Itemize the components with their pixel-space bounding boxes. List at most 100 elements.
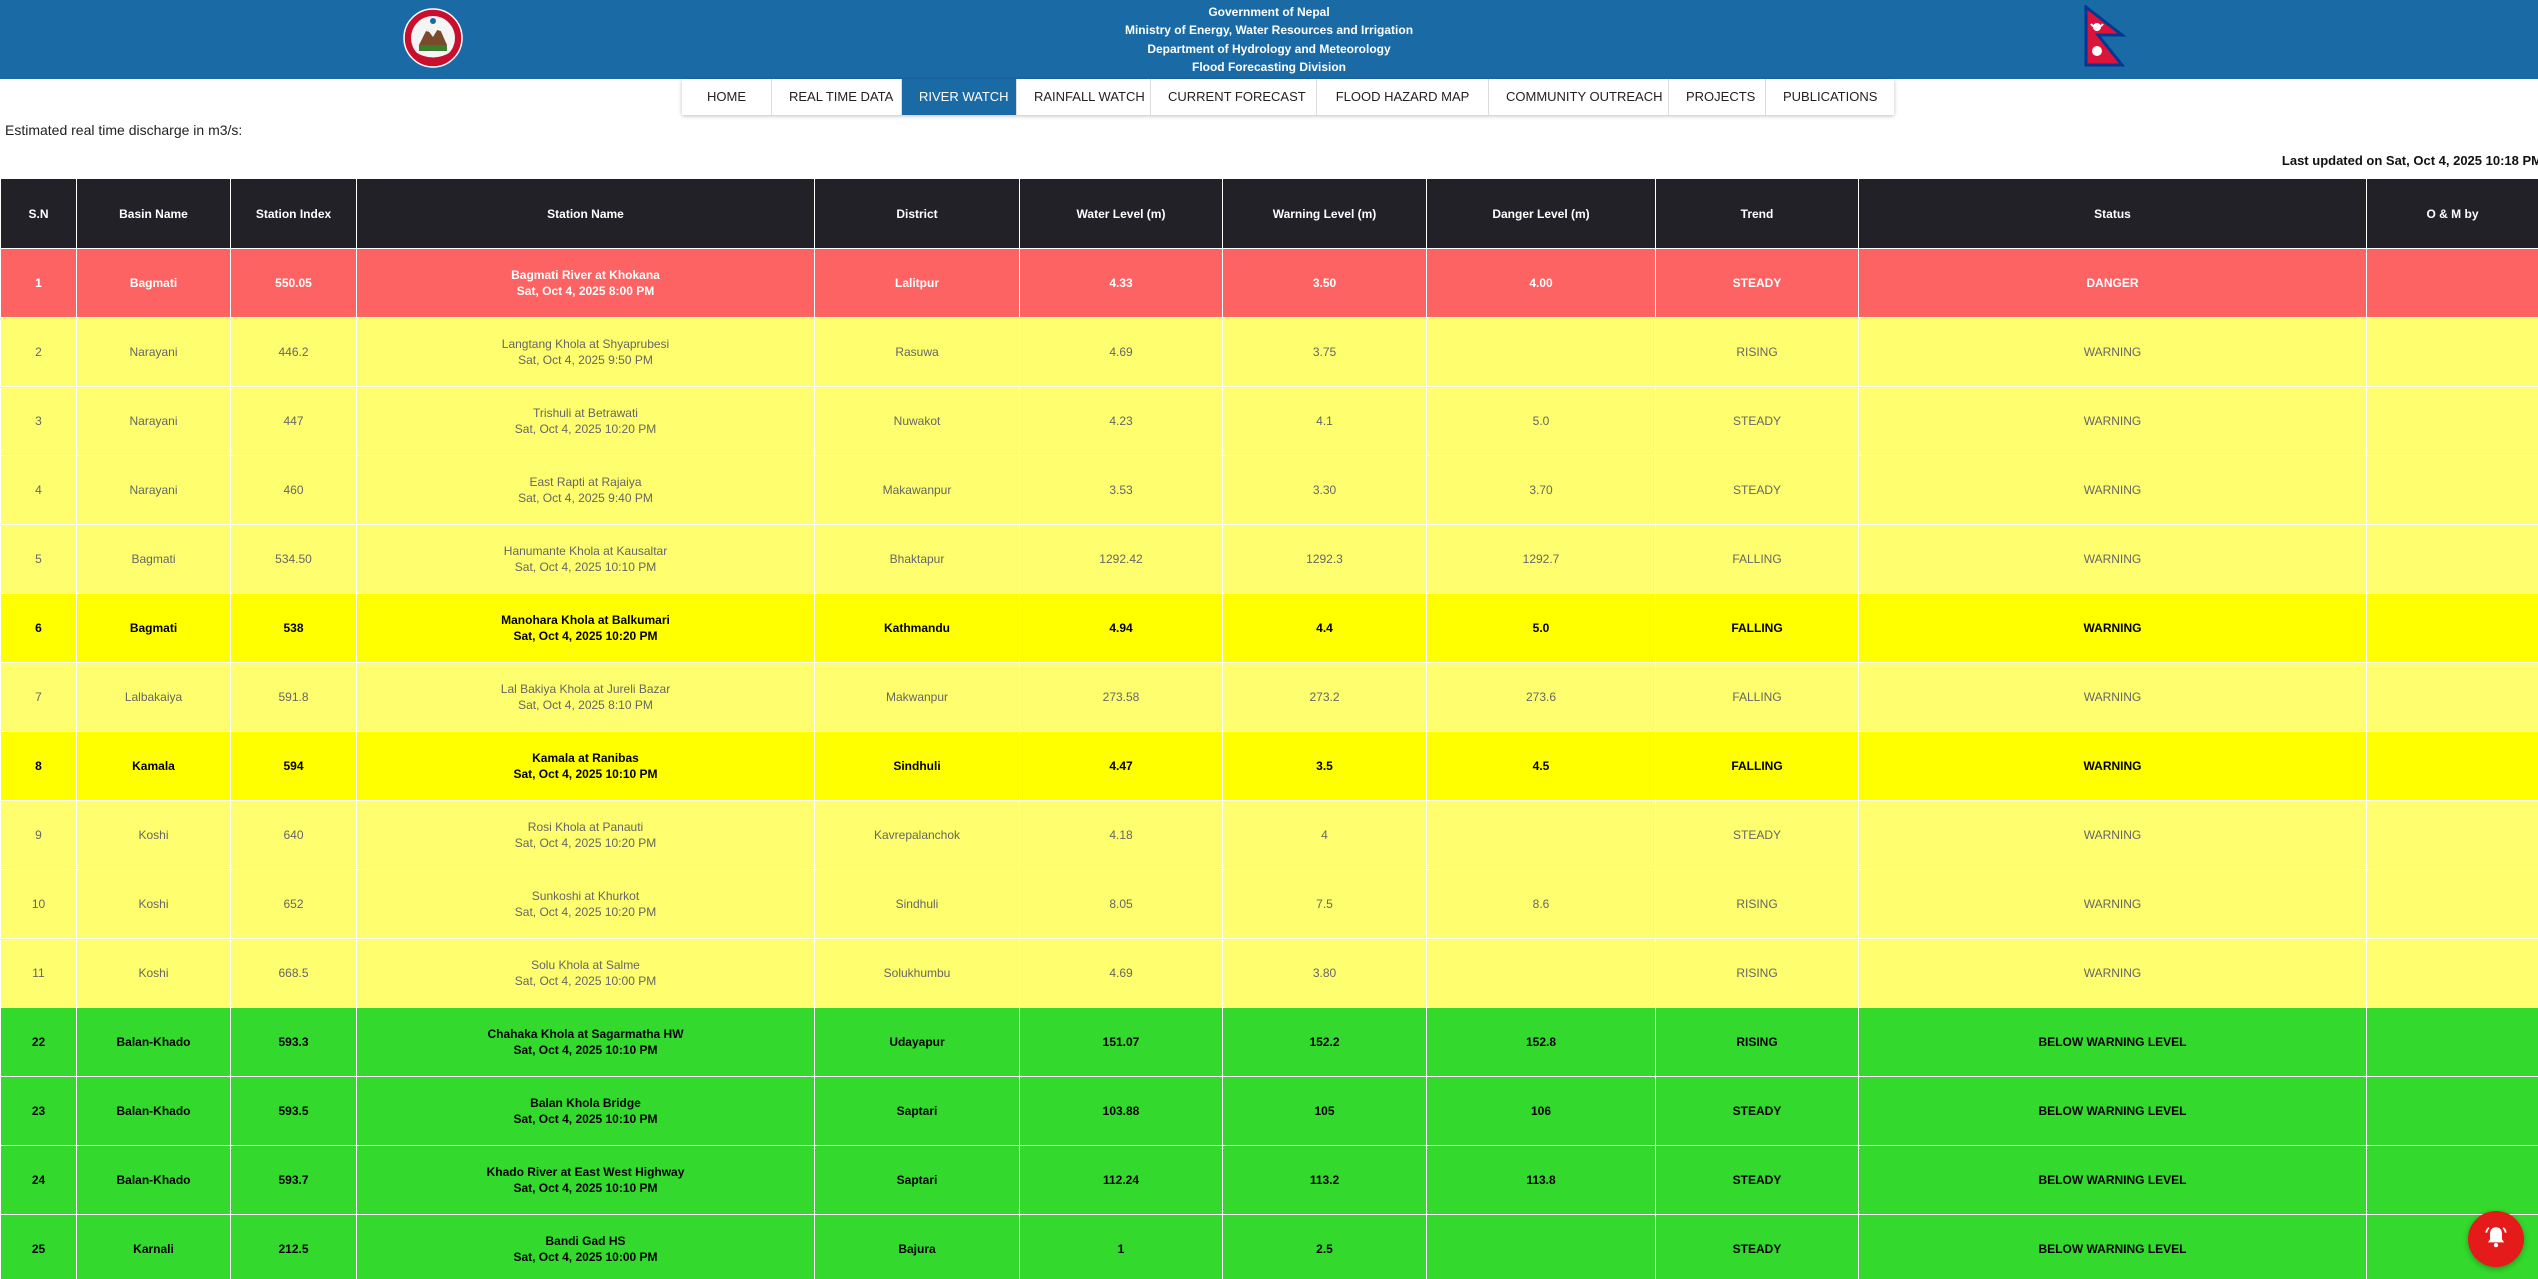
cell-district: Sindhuli bbox=[814, 869, 1020, 939]
station-name-text: Balan Khola Bridge bbox=[530, 1096, 641, 1110]
header-line-division: Flood Forecasting Division bbox=[1191, 60, 1346, 75]
cell-station-index: 212.5 bbox=[230, 1214, 357, 1279]
table-row: 2 Narayani 446.2 Langtang Khola at Shyaprub… bbox=[0, 317, 2538, 387]
column-header-water-level: Water Level (m) bbox=[1019, 178, 1223, 249]
cell-om-by bbox=[2366, 731, 2538, 801]
cell-status: WARNING bbox=[1858, 524, 2367, 594]
cell-station-name: Khado River at East West Highway Sat, Oct… bbox=[356, 1145, 815, 1215]
cell-station-index: 640 bbox=[230, 800, 357, 870]
cell-station-name: Trishuli at Betrawati Sat, Oct 4, 2025 10… bbox=[356, 386, 815, 456]
station-timestamp: Sat, Oct 4, 2025 10:20 PM bbox=[514, 905, 657, 919]
cell-danger-level: 113.8 bbox=[1426, 1145, 1656, 1215]
cell-district: Solukhumbu bbox=[814, 938, 1020, 1008]
station-timestamp: Sat, Oct 4, 2025 10:00 PM bbox=[514, 974, 657, 988]
cell-station-name: Bandi Gad HS Sat, Oct 4, 2025 10:00 PM bbox=[356, 1214, 815, 1279]
cell-basin-name: Bagmati bbox=[76, 248, 231, 318]
cell-station-name: Langtang Khola at Shyaprubesi Sat, Oct 4,… bbox=[356, 317, 815, 387]
cell-om-by bbox=[2366, 455, 2538, 525]
cell-station-index: 446.2 bbox=[230, 317, 357, 387]
cell-trend: RISING bbox=[1655, 317, 1859, 387]
cell-danger-level: 8.6 bbox=[1426, 869, 1656, 939]
cell-station-name: Manohara Khola at Balkumari Sat, Oct 4, 2… bbox=[356, 593, 815, 663]
cell-trend: FALLING bbox=[1655, 662, 1859, 732]
station-timestamp: Sat, Oct 4, 2025 10:20 PM bbox=[514, 836, 657, 850]
cell-trend: STEADY bbox=[1655, 1214, 1859, 1279]
cell-danger-level bbox=[1426, 1214, 1656, 1279]
cell-basin-name: Koshi bbox=[76, 869, 231, 939]
table-row: 11 Koshi 668.5 Solu Khola at Salme Sat, Oct … bbox=[0, 938, 2538, 1008]
table-row: 7 Lalbakaiya 591.8 Lal Bakiya Khola at Jure… bbox=[0, 662, 2538, 732]
cell-station-name: Rosi Khola at Panauti Sat, Oct 4, 2025 10… bbox=[356, 800, 815, 870]
cell-danger-level: 273.6 bbox=[1426, 662, 1656, 732]
cell-water-level: 3.53 bbox=[1019, 455, 1223, 525]
cell-status: BELOW WARNING LEVEL bbox=[1858, 1076, 2367, 1146]
nav-item-river-watch[interactable]: RIVER WATCH bbox=[902, 79, 1017, 115]
cell-trend: STEADY bbox=[1655, 1076, 1859, 1146]
column-header-sn: S.N bbox=[0, 178, 77, 249]
nav-item-home[interactable]: HOME bbox=[682, 79, 772, 115]
station-name-text: Chahaka Khola at Sagarmatha HW bbox=[487, 1027, 684, 1041]
cell-district: Makawanpur bbox=[814, 455, 1020, 525]
cell-sn: 6 bbox=[0, 593, 77, 663]
nav-item-projects[interactable]: PROJECTS bbox=[1669, 79, 1766, 115]
cell-danger-level: 1292.7 bbox=[1426, 524, 1656, 594]
cell-trend: STEADY bbox=[1655, 1145, 1859, 1215]
cell-trend: STEADY bbox=[1655, 800, 1859, 870]
cell-trend: RISING bbox=[1655, 938, 1859, 1008]
cell-station-index: 593.7 bbox=[230, 1145, 357, 1215]
cell-trend: FALLING bbox=[1655, 731, 1859, 801]
cell-station-name: Hanumante Khola at Kausaltar Sat, Oct 4, … bbox=[356, 524, 815, 594]
nav-item-publications[interactable]: PUBLICATIONS bbox=[1783, 89, 1878, 104]
cell-danger-level bbox=[1426, 800, 1656, 870]
cell-danger-level: 152.8 bbox=[1426, 1007, 1656, 1077]
cell-om-by bbox=[2366, 248, 2538, 318]
nav-item-community-outreach[interactable]: COMMUNITY OUTREACH bbox=[1489, 79, 1669, 115]
cell-station-name: Chahaka Khola at Sagarmatha HW Sat, Oct 4… bbox=[356, 1007, 815, 1077]
station-timestamp: Sat, Oct 4, 2025 10:20 PM bbox=[514, 422, 657, 436]
cell-station-name: Lal Bakiya Khola at Jureli Bazar Sat, Oct… bbox=[356, 662, 815, 732]
station-name-text: Solu Khola at Salme bbox=[531, 958, 640, 972]
nav-item-flood-hazard-map[interactable]: FLOOD HAZARD MAP bbox=[1317, 79, 1489, 115]
header-line-ministry: Ministry of Energy, Water Resources and … bbox=[1124, 23, 1414, 38]
cell-station-name: Balan Khola Bridge Sat, Oct 4, 2025 10:10… bbox=[356, 1076, 815, 1146]
column-header-danger-level: Danger Level (m) bbox=[1426, 178, 1656, 249]
cell-warning-level: 2.5 bbox=[1222, 1214, 1427, 1279]
table-row: 3 Narayani 447 Trishuli at Betrawati Sat, Oc… bbox=[0, 386, 2538, 456]
cell-district: Saptari bbox=[814, 1145, 1020, 1215]
table-row: 10 Koshi 652 Sunkoshi at Khurkot Sat, Oct 4,… bbox=[0, 869, 2538, 939]
discharge-subtitle: Estimated real time discharge in m3/s: bbox=[5, 122, 243, 138]
station-timestamp: Sat, Oct 4, 2025 10:10 PM bbox=[514, 560, 657, 574]
notification-bell-button[interactable] bbox=[2468, 1211, 2524, 1267]
cell-basin-name: Kamala bbox=[76, 731, 231, 801]
table-row: 23 Balan-Khado 593.5 Balan Khola Bridge Sat,… bbox=[0, 1076, 2538, 1146]
cell-district: Rasuwa bbox=[814, 317, 1020, 387]
nav-item-current-forecast[interactable]: CURRENT FORECAST bbox=[1151, 79, 1317, 115]
cell-station-index: 593.3 bbox=[230, 1007, 357, 1077]
cell-district: Makwanpur bbox=[814, 662, 1020, 732]
nav-item-rainfall-watch[interactable]: RAINFALL WATCH bbox=[1017, 79, 1151, 115]
cell-sn: 7 bbox=[0, 662, 77, 732]
cell-water-level: 4.47 bbox=[1019, 731, 1223, 801]
nav-item-real-time-data[interactable]: REAL TIME DATA bbox=[772, 79, 902, 115]
main-nav: HOME REAL TIME DATA RIVER WATCH RAINFALL… bbox=[682, 79, 1894, 115]
cell-warning-level: 113.2 bbox=[1222, 1145, 1427, 1215]
station-name-text: Rosi Khola at Panauti bbox=[527, 820, 644, 834]
table-header-row: S.N Basin Name Station Index Station Nam… bbox=[0, 178, 2538, 249]
cell-sn: 24 bbox=[0, 1145, 77, 1215]
column-header-basin-name: Basin Name bbox=[76, 178, 231, 249]
cell-status: BELOW WARNING LEVEL bbox=[1858, 1145, 2367, 1215]
cell-district: Kathmandu bbox=[814, 593, 1020, 663]
cell-status: WARNING bbox=[1858, 317, 2367, 387]
cell-om-by bbox=[2366, 1076, 2538, 1146]
river-watch-table-container[interactable]: S.N Basin Name Station Index Station Nam… bbox=[0, 178, 2538, 1279]
cell-station-index: 534.50 bbox=[230, 524, 357, 594]
cell-status: DANGER bbox=[1858, 248, 2367, 318]
cell-basin-name: Koshi bbox=[76, 800, 231, 870]
cell-sn: 5 bbox=[0, 524, 77, 594]
cell-station-name: Bagmati River at Khokana Sat, Oct 4, 2025… bbox=[356, 248, 815, 318]
cell-danger-level: 3.70 bbox=[1426, 455, 1656, 525]
cell-sn: 8 bbox=[0, 731, 77, 801]
cell-water-level: 4.94 bbox=[1019, 593, 1223, 663]
cell-trend: STEADY bbox=[1655, 248, 1859, 318]
column-header-status: Status bbox=[1858, 178, 2367, 249]
